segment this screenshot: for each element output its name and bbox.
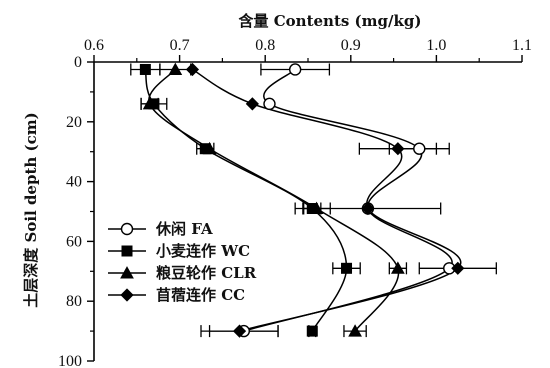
x-tick-label: 0.9: [341, 37, 361, 54]
x-tick-label: 1.0: [426, 37, 446, 54]
data-point: [185, 62, 200, 77]
data-point: [413, 142, 426, 155]
y-tick-label: 60: [66, 233, 82, 250]
data-point: [232, 324, 247, 338]
data-point: [139, 63, 151, 75]
data-point: [451, 261, 465, 275]
legend-label: 苜蓿连作 CC: [156, 286, 245, 304]
legend-label: 小麦连作 WC: [156, 242, 250, 260]
data-point: [288, 63, 302, 76]
legend-marker: [120, 222, 134, 236]
legend-marker: [121, 245, 133, 257]
y-tick-label: 40: [66, 174, 82, 191]
y-axis-title: 土层深度 Soil depth (cm): [22, 112, 40, 307]
x-tick-label: 0.7: [170, 37, 190, 54]
legend-label: 休闲 FA: [155, 220, 213, 238]
series-line: [243, 68, 453, 332]
x-axis-title: 含量 Contents (mg/kg): [239, 12, 422, 30]
data-point: [361, 201, 375, 216]
x-tick-label: 1.1: [512, 37, 532, 54]
series-markers-layer: [139, 62, 465, 338]
x-tick-label: 0.8: [255, 37, 275, 54]
data-point: [348, 324, 362, 337]
data-point: [245, 97, 259, 111]
axes-layer: 0.6 0.7 0.8 0.9 1.0 1.1 0 20 40 60 80 100: [58, 37, 532, 368]
data-point: [391, 261, 405, 274]
data-point: [309, 201, 324, 215]
data-point: [306, 325, 318, 337]
legend: 休闲 FA 小麦连作 WC 粮豆轮作 CLR 苜蓿连作 CC: [108, 220, 257, 304]
y-tick-label: 100: [58, 353, 82, 368]
data-point: [142, 96, 157, 110]
legend-marker: [120, 266, 134, 279]
data-point: [391, 142, 405, 156]
data-point: [199, 143, 211, 155]
axis-titles: 含量 Contents (mg/kg) 土层深度 Soil depth (cm): [22, 12, 421, 308]
data-point: [168, 62, 183, 75]
data-point: [306, 203, 318, 215]
data-point: [148, 98, 160, 110]
data-point: [202, 141, 217, 155]
x-tick-label: 0.6: [84, 37, 104, 54]
y-tick-label: 80: [66, 293, 82, 310]
legend-label: 粮豆轮作 CLR: [156, 264, 257, 282]
y-tick-label: 20: [66, 114, 82, 131]
y-tick-label: 0: [74, 54, 82, 71]
data-point: [263, 97, 276, 111]
data-point: [341, 262, 353, 274]
legend-marker: [120, 288, 134, 302]
